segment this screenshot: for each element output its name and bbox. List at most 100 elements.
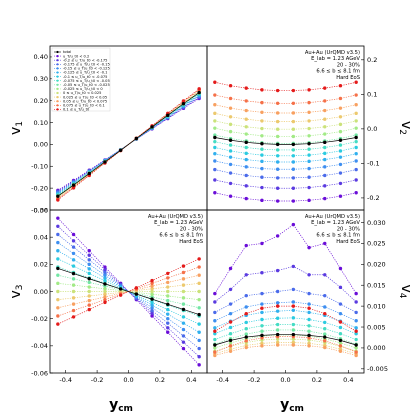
legend-label: -0.075 ≤ u_T/u_t0 < -0.05 [63,79,110,83]
data-point-v2-7 [354,139,358,144]
panel-v3: -0.06 -0.04 -0.02 0.00 0.02 0.04 0.06 -0.4 -0.2 0… [8,206,208,384]
data-point-v3-11 [181,283,186,287]
data-point-v2-11 [244,117,248,121]
ytick-label-v1: 0.00 [34,141,48,149]
data-point-v2-13 [354,93,358,97]
data-point-v2-6 [228,149,233,153]
data-point-v2-11 [338,115,343,119]
data-point-v2-0 [307,142,311,146]
data-point-v4-3 [228,302,233,306]
data-point-v2-7 [228,143,233,147]
data-point-v3-12 [56,306,60,310]
data-point-v2-9 [275,134,280,139]
legend-marker [56,100,59,103]
ytick-label-v4: 0.005 [367,323,386,331]
data-point-v3-6 [87,271,91,276]
series-line-v2-9 [214,127,357,137]
xtick-label-v3: 0.2 [155,376,165,384]
ytick-label-v3: 0.04 [34,233,48,241]
data-point-v1-0 [71,183,76,187]
data-point-v2-4 [244,165,248,169]
data-point-v3-6 [197,322,201,326]
legend-marker [56,87,59,90]
data-point-v2-2 [323,184,327,188]
data-point-v3-2 [181,340,186,344]
series-line-v2-8 [214,134,357,144]
data-point-v3-11 [56,297,60,302]
data-point-v2-10 [338,122,343,127]
series-line-v4-1 [214,224,357,294]
series-line-v3-3 [57,234,200,349]
data-point-v4-13 [323,339,327,343]
data-point-v4-4 [275,301,280,305]
data-point-v2-13 [338,96,343,101]
data-point-v2-14 [244,86,248,90]
data-point-v4-6 [275,316,280,320]
data-point-v3-2 [150,311,154,315]
data-point-v2-11 [228,115,233,119]
data-point-v4-0 [323,335,327,339]
data-point-v2-3 [354,167,358,172]
data-point-v3-0 [181,307,186,312]
data-point-v2-10 [275,127,280,131]
data-point-v2-2 [338,181,343,186]
data-point-v3-1 [71,232,76,237]
data-point-v3-9 [56,281,60,286]
data-point-v2-1 [291,199,296,203]
data-point-v2-1 [275,199,280,203]
data-point-v2-9 [307,134,311,138]
data-point-v2-14 [338,84,343,88]
data-point-v2-2 [291,186,296,190]
data-point-v2-9 [291,134,296,139]
data-point-v2-5 [260,159,264,164]
data-point-v2-3 [260,175,264,179]
data-point-v2-2 [275,186,280,190]
data-point-v3-9 [150,292,154,296]
data-point-v4-5 [213,326,217,330]
data-point-v2-12 [244,108,248,113]
data-point-v4-13 [244,339,248,343]
data-point-v2-12 [291,111,296,115]
legend-label: -0.15 ≤ u_T/u_t0 < -0.125 [63,67,110,71]
data-point-v2-1 [354,191,358,195]
data-point-v2-5 [275,160,280,164]
data-point-v4-9 [213,346,217,350]
data-point-v2-14 [275,88,280,93]
data-point-v2-14 [213,80,217,84]
annotation-line-v4: E_lab = 1.23 AGeV [311,220,360,226]
data-point-v3-3 [56,232,60,237]
data-point-v2-3 [338,171,343,175]
data-point-v2-5 [338,155,343,159]
data-point-v3-0 [150,297,154,301]
data-point-v2-10 [291,127,296,131]
data-point-v4-6 [260,317,264,322]
data-point-v4-9 [338,341,343,345]
data-point-v2-10 [213,119,217,123]
data-point-v1-14 [181,99,186,103]
series-line-v4-9 [214,334,357,349]
data-point-v3-8 [181,302,186,306]
annotation-line-v4: Au+Au (UrQMD v3.5) [305,214,360,220]
data-point-v2-12 [323,108,327,113]
ytick-label-v4: 0.000 [367,344,386,352]
xtick-label-v4: 0.4 [343,376,353,384]
annotation-line-v2: 6.6 ≤ b ≤ 8.1 fm [316,69,360,75]
data-point-v3-0 [118,287,123,291]
data-point-v3-11 [166,285,170,289]
data-point-v4-0 [307,333,311,338]
data-point-v3-13 [166,276,170,280]
series-line-v4-13 [214,336,357,353]
data-point-v3-0 [71,271,76,276]
data-point-v3-1 [197,363,201,367]
data-point-v4-9 [228,341,233,345]
ytick-label-v2: -0.1 [367,160,380,168]
data-point-v2-9 [338,129,343,134]
data-point-v2-0 [260,142,264,146]
xtick-label-v3: -0.2 [91,376,104,384]
data-point-v4-2 [307,273,311,277]
ytick-label-v1: 0.10 [34,119,48,127]
data-point-v4-12 [323,345,327,350]
data-point-v4-1 [275,234,280,238]
legend-label: -0.1 ≤ u_T/u_t0 < -0.075 [63,75,107,79]
data-point-v2-0 [275,142,280,147]
